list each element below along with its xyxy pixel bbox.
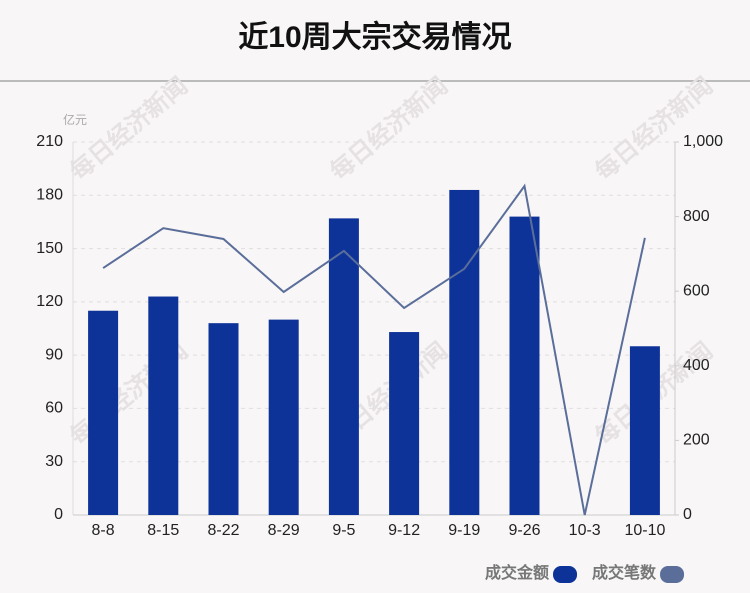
bar <box>148 296 179 515</box>
bar <box>509 216 540 515</box>
x-tick-label: 8-8 <box>92 522 115 539</box>
y2-tick-label: 1,000 <box>683 133 723 150</box>
legend-label: 成交金额 <box>485 563 549 582</box>
x-tick-label: 9-5 <box>332 522 355 539</box>
y2-tick-label: 400 <box>683 357 710 374</box>
bar <box>328 218 359 515</box>
bar <box>208 323 239 515</box>
y-tick-label: 0 <box>54 506 63 523</box>
chart-title: 近10周大宗交易情况 <box>238 20 511 54</box>
y2-tick-label: 0 <box>683 506 692 523</box>
x-tick-label: 10-3 <box>569 522 601 539</box>
y-tick-label: 150 <box>36 240 63 257</box>
bar <box>629 346 660 515</box>
y-tick-label: 90 <box>45 346 63 363</box>
x-tick-label: 9-26 <box>508 522 540 539</box>
y-tick-label: 120 <box>36 293 63 310</box>
y-tick-label: 180 <box>36 187 63 204</box>
bar <box>389 332 420 515</box>
x-tick-label: 8-29 <box>268 522 300 539</box>
x-tick-label: 8-22 <box>207 522 239 539</box>
y2-tick-label: 200 <box>683 432 710 449</box>
legend-swatch <box>660 566 685 583</box>
x-tick-label: 9-19 <box>448 522 480 539</box>
x-tick-label: 10-10 <box>624 522 665 539</box>
legend-swatch <box>553 566 578 583</box>
x-tick-label: 8-15 <box>147 522 179 539</box>
bar <box>268 319 299 515</box>
legend-label: 成交笔数 <box>592 563 657 582</box>
bar <box>449 189 480 515</box>
bar <box>88 310 119 515</box>
y-tick-label: 60 <box>45 400 63 417</box>
y-tick-label: 210 <box>36 133 63 150</box>
x-tick-label: 9-12 <box>388 522 420 539</box>
y2-tick-label: 600 <box>683 282 710 299</box>
line <box>102 183 646 516</box>
y-unit: 亿元 <box>63 112 87 127</box>
y-tick-label: 30 <box>45 453 63 470</box>
y2-tick-label: 800 <box>683 208 710 225</box>
